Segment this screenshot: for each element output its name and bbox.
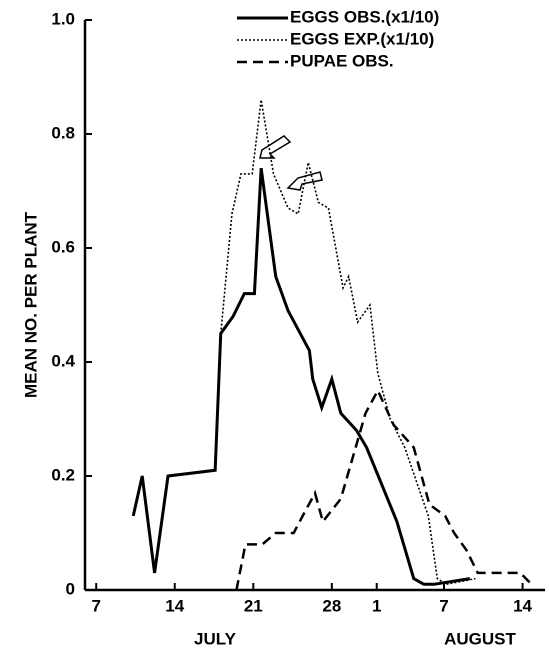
legend-label: EGGS EXP.(x1/10) (290, 29, 434, 48)
x-tick-label: 21 (244, 596, 263, 615)
x-tick-label: 14 (513, 596, 532, 615)
x-tick-label: 7 (91, 596, 100, 615)
arrow-annotation (259, 135, 292, 159)
series-line (131, 167, 471, 586)
y-tick-label: 0.8 (51, 123, 75, 142)
month-label: AUGUST (444, 629, 516, 648)
legend-label: PUPAE OBS. (290, 51, 394, 70)
y-axis-label: MEAN NO. PER PLANT (21, 211, 40, 398)
y-tick-label: 0.2 (51, 465, 75, 484)
y-tick-label: 0 (66, 579, 75, 598)
y-tick-label: 0.6 (51, 237, 75, 256)
x-tick-label: 28 (322, 596, 341, 615)
legend-label: EGGS OBS.(x1/10) (290, 7, 439, 26)
x-tick-label: 7 (439, 596, 448, 615)
month-label: JULY (194, 629, 237, 648)
series-line (219, 99, 476, 586)
y-tick-label: 0.4 (51, 351, 75, 370)
series-line (235, 387, 533, 591)
y-tick-label: 1.0 (51, 9, 75, 28)
x-tick-label: 14 (165, 596, 184, 615)
x-tick-label: 1 (372, 596, 381, 615)
